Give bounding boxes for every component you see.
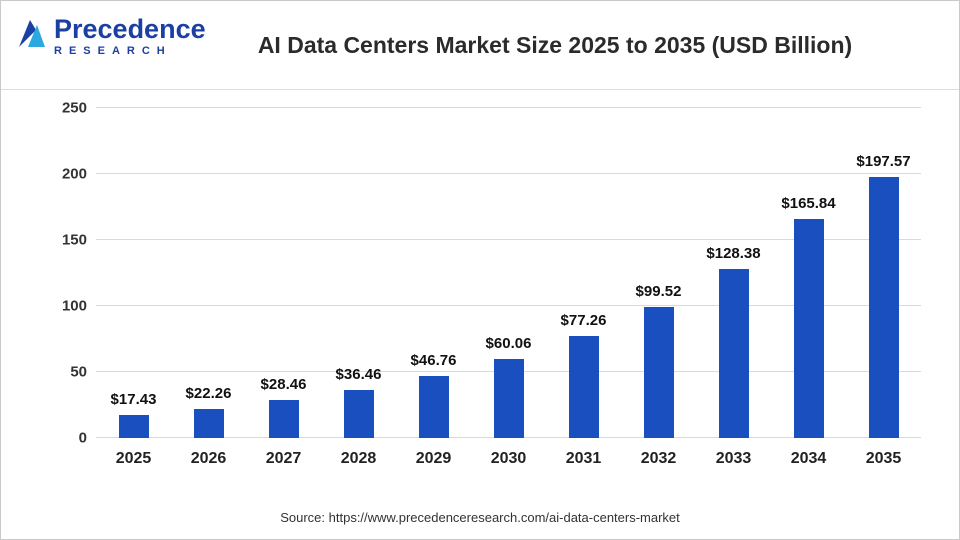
- bar-value-label: $99.52: [635, 282, 682, 300]
- x-tick-label: 2034: [790, 450, 827, 467]
- bar-group: $22.26: [171, 108, 246, 438]
- bar: [268, 400, 299, 438]
- bar-group: $77.26: [546, 108, 621, 438]
- bar-group: $36.46: [321, 108, 396, 438]
- bar: [493, 358, 524, 438]
- y-axis: 0 50 100 150 200 250: [29, 100, 87, 447]
- precedence-logo: Precedence RESEARCH: [17, 15, 206, 57]
- bar-value-label: $165.84: [781, 195, 836, 213]
- bar-value-label: $197.57: [856, 153, 911, 171]
- bar: [118, 415, 149, 438]
- bar: [568, 336, 599, 438]
- bar-group: $99.52: [621, 108, 696, 438]
- bar-group: $46.76: [396, 108, 471, 438]
- bar-group: $197.57: [846, 108, 921, 438]
- bar: [868, 177, 899, 438]
- y-tick-label: 50: [70, 363, 87, 381]
- bar-value-label: $77.26: [560, 312, 607, 330]
- bar: [343, 389, 374, 438]
- x-tick-label: 2032: [640, 450, 677, 467]
- x-tick-label: 2027: [265, 450, 302, 467]
- bar: [793, 219, 824, 438]
- bar: [418, 376, 449, 438]
- logo-text: Precedence RESEARCH: [54, 15, 206, 57]
- header: Precedence RESEARCH AI Data Centers Mark…: [1, 1, 959, 90]
- y-tick-label: 250: [61, 99, 87, 117]
- bar: [718, 268, 749, 438]
- gridline: [96, 239, 921, 240]
- plot-area: $17.43 $22.26 $28.46 $36.46 $46.76 $60.06 $77.…: [96, 107, 921, 438]
- logo-subtitle: RESEARCH: [54, 45, 172, 57]
- bar-group: $128.38: [696, 108, 771, 438]
- bar-value-label: $28.46: [260, 376, 307, 394]
- bar: [193, 408, 224, 438]
- x-tick-label: 2031: [565, 450, 602, 467]
- bar-value-label: $46.76: [410, 352, 457, 370]
- y-tick-label: 100: [61, 297, 87, 315]
- source-text: Source: https://www.precedenceresearch.c…: [280, 510, 680, 525]
- y-tick-label: 0: [78, 429, 87, 447]
- bar-value-label: $17.43: [110, 391, 157, 408]
- x-tick-label: 2029: [415, 450, 452, 467]
- bar-value-label: $22.26: [185, 384, 232, 402]
- x-axis: 2025 2026 2027 2028 2029 2030 2031 2032 2033 2034…: [96, 450, 921, 468]
- y-tick-label: 150: [61, 231, 87, 249]
- bar: [643, 306, 674, 438]
- x-tick-label: 2028: [340, 450, 377, 467]
- x-tick-label: 2035: [865, 450, 902, 467]
- bar-value-label: $36.46: [335, 365, 382, 383]
- x-tick-label: 2033: [715, 450, 752, 467]
- gridline: [96, 173, 921, 174]
- logo-name: Precedence: [54, 14, 206, 44]
- bar-value-label: $128.38: [706, 244, 761, 262]
- bar-group: $28.46: [246, 108, 321, 438]
- chart-title: AI Data Centers Market Size 2025 to 2035…: [257, 31, 853, 58]
- gridline: [96, 305, 921, 306]
- precedence-logo-icon: [19, 20, 45, 47]
- bar-group: $165.84: [771, 108, 846, 438]
- bar-group: $60.06: [471, 108, 546, 438]
- x-tick-label: 2026: [190, 450, 227, 467]
- bars-container: $17.43 $22.26 $28.46 $36.46 $46.76 $60.06 $77.…: [96, 108, 921, 438]
- bar-group: $17.43: [96, 108, 171, 438]
- bar-value-label: $60.06: [485, 334, 532, 352]
- y-tick-label: 200: [61, 165, 87, 183]
- gridline: [96, 107, 921, 108]
- x-tick-label: 2025: [115, 450, 152, 467]
- x-tick-label: 2030: [490, 450, 527, 467]
